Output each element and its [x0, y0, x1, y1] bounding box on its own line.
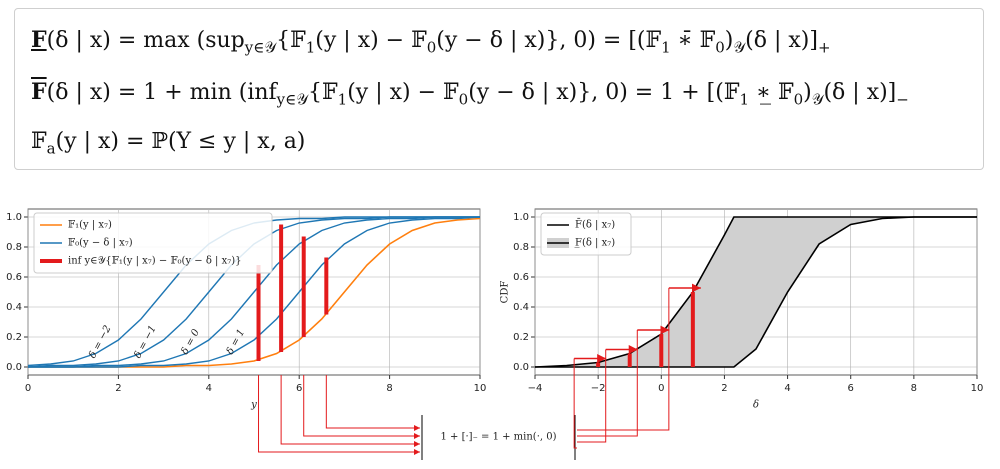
formula-part: 1 — [661, 38, 671, 57]
bound-band — [535, 217, 977, 367]
formula-part: ) — [724, 28, 734, 53]
y-tick-label: 0.8 — [513, 242, 529, 253]
bound-bar — [301, 236, 306, 337]
x-tick-label: 4 — [784, 383, 790, 394]
connector — [280, 375, 420, 447]
formula-part: − — [896, 90, 909, 109]
formula-part: F — [31, 79, 47, 105]
y-tick-label: 0.6 — [513, 272, 529, 283]
y-tick-label: 0.2 — [6, 332, 22, 343]
formula-part: ∗̲ 𝔽 — [749, 80, 794, 105]
x-tick-label: 0 — [25, 383, 31, 394]
formula-part: {𝔽 — [308, 80, 338, 105]
formula-part: 𝒴 — [811, 90, 824, 109]
formula-part: y∈𝒴 — [244, 38, 277, 57]
formula-part: (y | x) − 𝔽 — [347, 80, 459, 105]
formula-part: ∗̄ 𝔽 — [670, 28, 716, 53]
formula-part: {𝔽 — [276, 28, 306, 53]
bound-bar — [690, 292, 695, 367]
cdf-line — [535, 216, 977, 368]
x-tick-label: 6 — [848, 383, 854, 394]
legend-label: 𝔽₁(y | x₇) — [68, 220, 112, 231]
bound-bar — [659, 334, 664, 367]
formula-part: (δ | x)] — [823, 80, 897, 105]
connector — [573, 358, 577, 449]
x-tick-label: 4 — [206, 383, 212, 394]
formula: 𝔽a(y | x) = ℙ(Y ≤ y | x, a) — [31, 129, 305, 157]
formula-part: ) — [803, 80, 812, 105]
legend-label: inf y∈𝒴{𝔽₁(y | x₇) − 𝔽₀(y − δ | x₇)} — [68, 256, 242, 267]
connector — [325, 375, 420, 431]
y-axis-label: CDF — [500, 281, 511, 304]
formula-part: 𝒴 — [733, 38, 746, 57]
formula-box: F(δ | x) = max (supy∈𝒴{𝔽1(y | x) − 𝔽0(y … — [14, 8, 984, 170]
formula-part: 0 — [793, 90, 804, 109]
y-tick-label: 0.2 — [513, 332, 529, 343]
legend-label: F̲(δ | x₇) — [574, 238, 615, 249]
formula-part: + — [817, 38, 831, 57]
formula-part: (y | x) − 𝔽 — [315, 28, 427, 53]
connector — [577, 349, 607, 443]
connector — [577, 288, 670, 431]
x-tick-label: 8 — [911, 383, 917, 394]
formula-part: F — [31, 27, 47, 53]
formula-part: 1 — [305, 38, 316, 57]
x-tick-label: 8 — [386, 383, 392, 394]
legend-box — [33, 212, 273, 274]
annotation: 1 + [·]₋ = 1 + min(·, 0) — [440, 432, 556, 443]
formula-part: a — [46, 139, 56, 158]
formula-part: y∈𝒴 — [276, 90, 309, 109]
x-axis-label: δ — [753, 400, 759, 411]
y-tick-label: 0.8 — [6, 242, 22, 253]
x-tick-label: 2 — [721, 383, 727, 394]
x-tick-label: 0 — [658, 383, 664, 394]
bound-bar — [324, 257, 329, 315]
bound-bar — [279, 224, 284, 352]
formula-part: 1 — [739, 90, 749, 109]
y-tick-label: 0.0 — [513, 362, 529, 373]
bound-bar — [256, 265, 261, 361]
x-tick-label: 10 — [971, 383, 984, 394]
formula-part: 0 — [458, 90, 469, 109]
y-tick-label: 0.0 — [6, 362, 22, 373]
legend-label: F̄(δ | x₇) — [575, 219, 615, 231]
formula-part: 1 — [337, 90, 348, 109]
connector — [303, 375, 420, 439]
bound-bar — [596, 362, 601, 367]
y-tick-label: 0.4 — [513, 302, 529, 313]
connector — [258, 375, 420, 455]
formula-part: 𝔽 — [31, 129, 47, 154]
formula-part: (y | x) = ℙ(Y ≤ y | x, a) — [55, 129, 306, 154]
chart: 0.0 0.2 0.4 0.6 0.8 1.0 −4 −2 0 2 4 6 8 10 δ CDF F̄(δ | … — [500, 208, 984, 411]
x-tick-label: −2 — [591, 383, 606, 394]
legend-label: 𝔽₀(y − δ | x₇) — [68, 238, 133, 249]
formula: F(δ | x) = max (supy∈𝒴{𝔽1(y | x) − 𝔽0(y … — [31, 27, 831, 56]
formula-part: (y − δ | x)}, 0) = 1 + [(𝔽 — [468, 80, 740, 105]
formula-part: (δ | x) = max (sup — [46, 28, 245, 53]
y-tick-label: 1.0 — [513, 212, 529, 223]
y-tick-label: 0.6 — [6, 272, 22, 283]
connector — [577, 330, 638, 437]
x-axis-label: y — [250, 400, 257, 411]
x-tick-label: −4 — [528, 383, 543, 394]
cdf-line — [28, 216, 480, 368]
y-tick-label: 1.0 — [6, 212, 22, 223]
x-tick-label: 10 — [474, 383, 487, 394]
bound-bar — [627, 353, 632, 367]
formula-part: (y − δ | x)}, 0) = [(𝔽 — [436, 28, 662, 53]
formula-part: (δ | x)] — [745, 28, 818, 53]
y-tick-label: 0.4 — [6, 302, 22, 313]
cdf-line — [28, 216, 481, 368]
formula-part: 0 — [715, 38, 725, 57]
formula-part: (δ | x) = 1 + min (inf — [46, 80, 277, 105]
x-tick-label: 2 — [115, 383, 121, 394]
x-tick-label: 6 — [296, 383, 302, 394]
formula-part: 0 — [426, 38, 437, 57]
formula: F(δ | x) = 1 + min (infy∈𝒴{𝔽1(y | x) − 𝔽… — [31, 79, 909, 108]
